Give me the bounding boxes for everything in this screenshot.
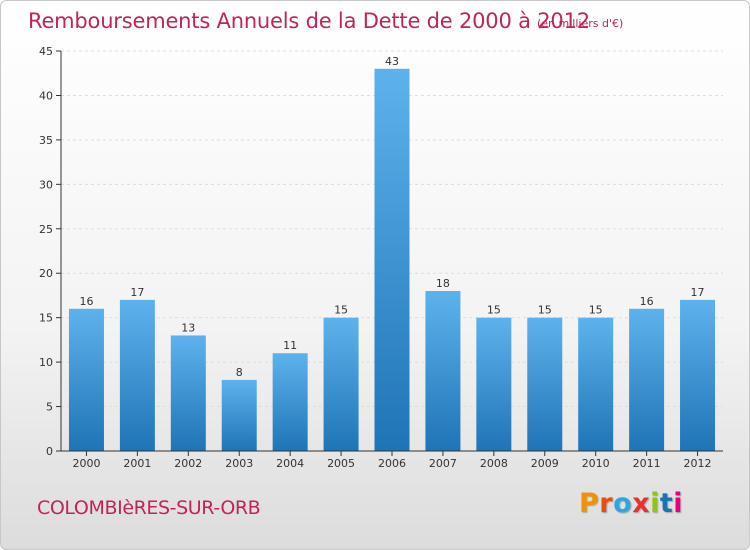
x-tick-label: 2006 xyxy=(378,457,406,470)
y-tick-label: 45 xyxy=(39,45,53,58)
x-tick-label: 2003 xyxy=(225,457,253,470)
logo-letter: o xyxy=(613,488,633,519)
chart-subtitle: (en milliers d'€) xyxy=(537,17,624,30)
y-tick-label: 30 xyxy=(39,178,53,191)
y-tick-label: 10 xyxy=(39,356,53,369)
bar-2010 xyxy=(578,317,614,451)
axes xyxy=(56,50,723,456)
x-tick-label: 2002 xyxy=(174,457,202,470)
proxiti-logo: Proxiti xyxy=(579,488,683,519)
y-tick-label: 20 xyxy=(39,267,53,280)
bar-2006 xyxy=(374,68,410,452)
x-tick-label: 2008 xyxy=(480,457,508,470)
bar-2009 xyxy=(527,317,563,451)
value-label: 11 xyxy=(283,339,297,352)
value-label: 18 xyxy=(436,277,450,290)
logo-letter: i xyxy=(650,488,660,519)
y-tick-label: 0 xyxy=(46,445,53,458)
y-tick-label: 35 xyxy=(39,134,53,147)
value-label: 13 xyxy=(181,321,195,334)
value-label: 15 xyxy=(589,304,603,317)
x-tick-label: 2012 xyxy=(684,457,712,470)
value-label: 43 xyxy=(385,55,399,68)
value-label: 15 xyxy=(487,304,501,317)
value-label: 17 xyxy=(130,286,144,299)
bar-2003 xyxy=(221,379,257,451)
bar-2000 xyxy=(68,308,104,451)
x-tick-label: 2010 xyxy=(582,457,610,470)
logo-letter: P xyxy=(579,488,600,519)
value-label: 15 xyxy=(334,304,348,317)
value-label: 15 xyxy=(538,304,552,317)
x-tick-label: 2011 xyxy=(633,457,661,470)
labels: 0 5 10 15 20 25 30 35 40 45 2000 16 2001 17 2002 13 2003… xyxy=(39,45,712,470)
value-label: 8 xyxy=(236,366,243,379)
chart-title: Remboursements Annuels de la Dette de 20… xyxy=(28,9,590,33)
value-label: 16 xyxy=(79,295,93,308)
y-tick-label: 40 xyxy=(39,89,53,102)
bar-2001 xyxy=(119,299,155,451)
bar-2005 xyxy=(323,317,359,451)
commune-name: COLOMBIèRES-SUR-ORB xyxy=(37,497,261,519)
x-tick-label: 2000 xyxy=(72,457,100,470)
bar-2004 xyxy=(272,353,308,451)
bar-2008 xyxy=(476,317,512,451)
value-label: 17 xyxy=(691,286,705,299)
bar-2007 xyxy=(425,291,461,451)
y-tick-label: 15 xyxy=(39,312,53,325)
x-tick-label: 2004 xyxy=(276,457,304,470)
x-tick-label: 2005 xyxy=(327,457,355,470)
x-tick-label: 2001 xyxy=(123,457,151,470)
value-label: 16 xyxy=(640,295,654,308)
x-tick-label: 2009 xyxy=(531,457,559,470)
y-tick-label: 5 xyxy=(46,401,53,414)
bars xyxy=(68,68,716,452)
logo-letter: t xyxy=(659,488,674,519)
x-tick-label: 2007 xyxy=(429,457,457,470)
logo-letter: i xyxy=(673,488,684,519)
bar-2012 xyxy=(680,299,716,451)
logo-letter: x xyxy=(632,488,651,519)
y-tick-label: 25 xyxy=(39,223,53,236)
bar-2011 xyxy=(629,308,665,451)
bar-2002 xyxy=(170,335,206,451)
logo-letter: r xyxy=(599,488,614,519)
